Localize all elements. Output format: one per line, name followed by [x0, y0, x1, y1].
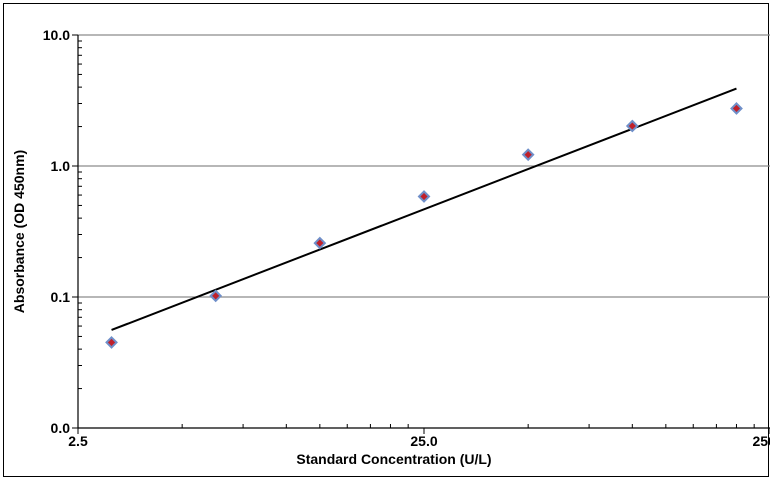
- y-tick-label: 0.0: [51, 420, 71, 436]
- data-point: [209, 289, 223, 303]
- gridlines: [78, 34, 770, 298]
- data-point: [105, 336, 118, 349]
- y-tick-label: 1.0: [51, 158, 71, 174]
- axes: [72, 34, 770, 434]
- x-axis-title: Standard Concentration (U/L): [296, 451, 491, 467]
- x-tick-label: 25.0: [410, 433, 437, 449]
- y-axis-title: Absorbance (OD 450nm): [11, 150, 27, 313]
- trendline-layer: [111, 87, 737, 331]
- data-point: [417, 190, 431, 203]
- y-tick-label: 0.1: [51, 289, 71, 305]
- chart-svg: 0.0 0.1 1.0 10.0 2.5 25.0 250.0 Standard Conce…: [11, 27, 770, 467]
- data-point: [521, 148, 535, 162]
- y-tick-label: 10.0: [43, 27, 70, 43]
- data-point: [730, 102, 743, 115]
- data-point: [313, 236, 327, 250]
- data-points: [105, 102, 743, 349]
- tick-labels: 0.0 0.1 1.0 10.0 2.5 25.0 250.0: [43, 27, 770, 449]
- trendline: [111, 87, 737, 331]
- chart-frame: 0.0 0.1 1.0 10.0 2.5 25.0 250.0 Standard Conce…: [3, 3, 770, 477]
- data-point: [625, 119, 639, 133]
- x-tick-label: 2.5: [68, 433, 88, 449]
- x-tick-label: 250.0: [752, 433, 770, 449]
